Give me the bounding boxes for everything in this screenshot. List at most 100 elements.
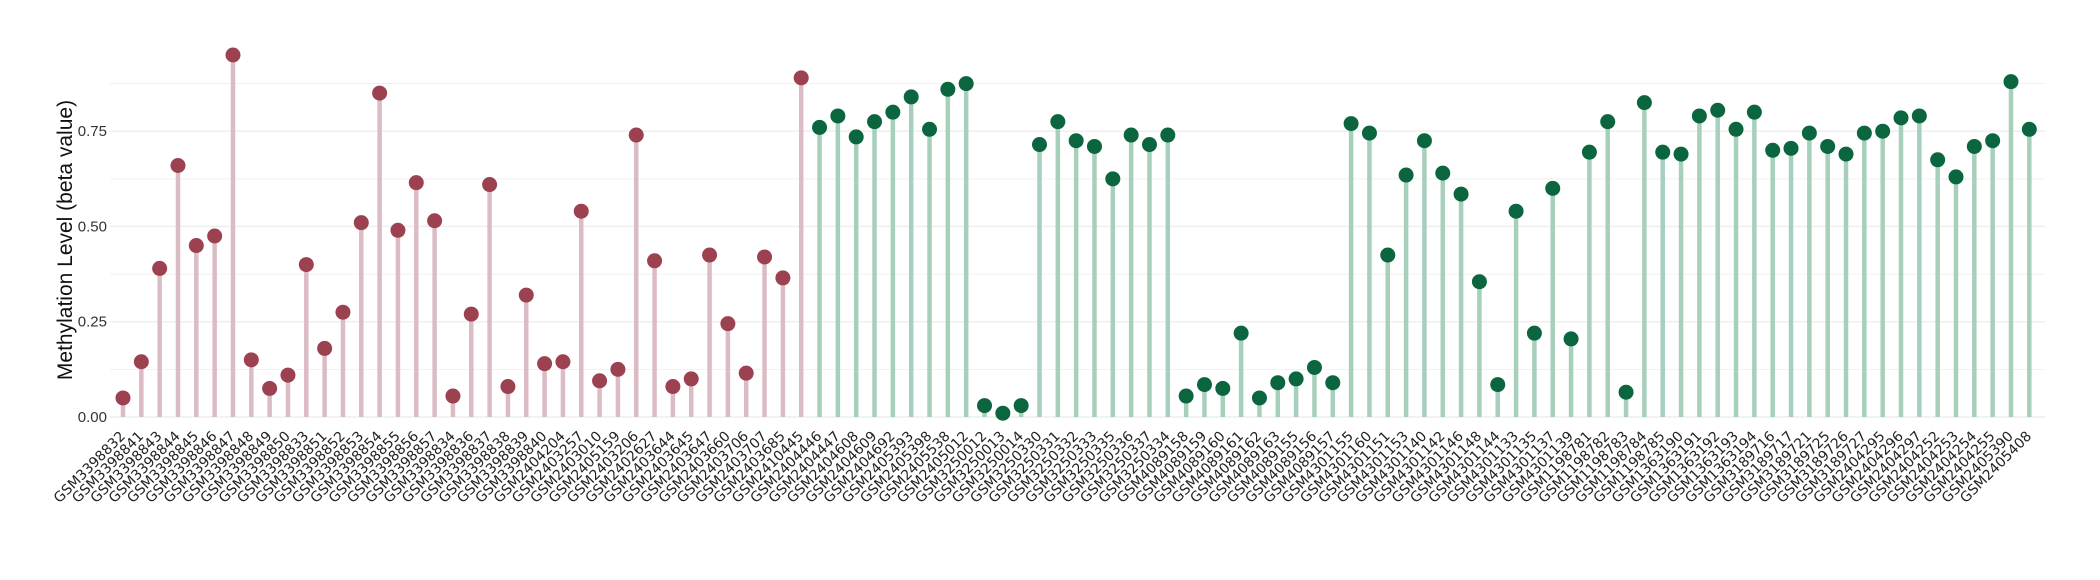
data-point [1471,274,1487,290]
data-point [1196,377,1212,393]
data-point [1673,146,1689,162]
y-tick-label: 0.00 [78,409,107,426]
data-point [1233,325,1249,341]
data-point [1636,95,1652,111]
data-point [1948,169,1964,185]
data-point [188,238,204,254]
data-point [500,379,516,395]
data-point [225,47,241,63]
y-tick-label: 0.50 [78,218,107,235]
data-point [482,177,498,193]
data-point [335,304,351,320]
data-point [738,365,754,381]
data-point [1526,325,1542,341]
data-point [518,287,534,303]
data-point [867,114,883,130]
data-point [1105,171,1121,187]
data-point [390,222,406,238]
x-axis: GSM3398832GSM3398841GSM3398843GSM3398844… [51,428,2035,506]
data-point [1783,140,1799,156]
data-point [958,76,974,92]
data-point [1966,138,1982,154]
data-point [1600,114,1616,130]
data-point [353,215,369,231]
y-tick-label: 0.25 [78,314,107,331]
data-point [1545,180,1561,196]
data-point [1361,125,1377,141]
data-point [1453,186,1469,202]
data-point [628,127,644,143]
data-point [1435,165,1451,181]
data-point [995,405,1011,421]
data-point [1050,114,1066,130]
data-point [1251,390,1267,406]
data-point [1618,384,1634,400]
data-point [1306,359,1322,375]
data-point [665,379,681,395]
data-point [555,354,571,370]
data-point [1178,388,1194,404]
stems [120,55,2032,417]
data-point [243,352,259,368]
data-point [1141,137,1157,153]
data-point [977,398,993,414]
data-point [1416,133,1432,149]
y-axis: 0.00 0.25 0.50 0.75 [78,123,107,426]
data-point [647,253,663,269]
data-point [115,390,131,406]
data-point [830,108,846,124]
data-point [922,121,938,137]
data-point [298,257,314,273]
data-point [1765,142,1781,158]
data-point [1068,133,1084,149]
data-point [2021,121,2037,137]
data-point [1343,116,1359,132]
data-point [408,175,424,191]
data-point [372,85,388,101]
data-point [1563,331,1579,347]
data-point [610,361,626,377]
y-tick-label: 0.75 [78,123,107,140]
data-point [1288,371,1304,387]
data-point [1215,380,1231,396]
data-point [1508,203,1524,219]
data-point [1086,138,1102,154]
data-point [812,119,828,135]
data-point [1728,121,1744,137]
data-point [1838,146,1854,162]
data-point [775,270,791,286]
data-point [1398,167,1414,183]
data-point [1160,127,1176,143]
data-point [940,81,956,97]
data-point [592,373,608,389]
data-point [1655,144,1671,160]
data-point [133,354,149,370]
data-point [427,213,443,229]
data-points [115,47,2037,421]
data-point [1820,138,1836,154]
data-point [152,260,168,276]
data-point [573,203,589,219]
data-point [1380,247,1396,263]
data-point [537,356,553,372]
data-point [1013,398,1029,414]
data-point [702,247,718,263]
data-point [1893,110,1909,126]
data-point [757,249,773,265]
data-point [683,371,699,387]
data-point [463,306,479,322]
data-point [1325,375,1341,391]
data-point [1490,377,1506,393]
data-point [848,129,864,145]
data-point [1856,125,1872,141]
data-point [1710,102,1726,118]
data-point [1985,133,2001,149]
data-point [280,367,296,383]
data-point [1123,127,1139,143]
data-point [1270,375,1286,391]
data-point [1581,144,1597,160]
data-point [1801,125,1817,141]
data-point [317,340,333,356]
